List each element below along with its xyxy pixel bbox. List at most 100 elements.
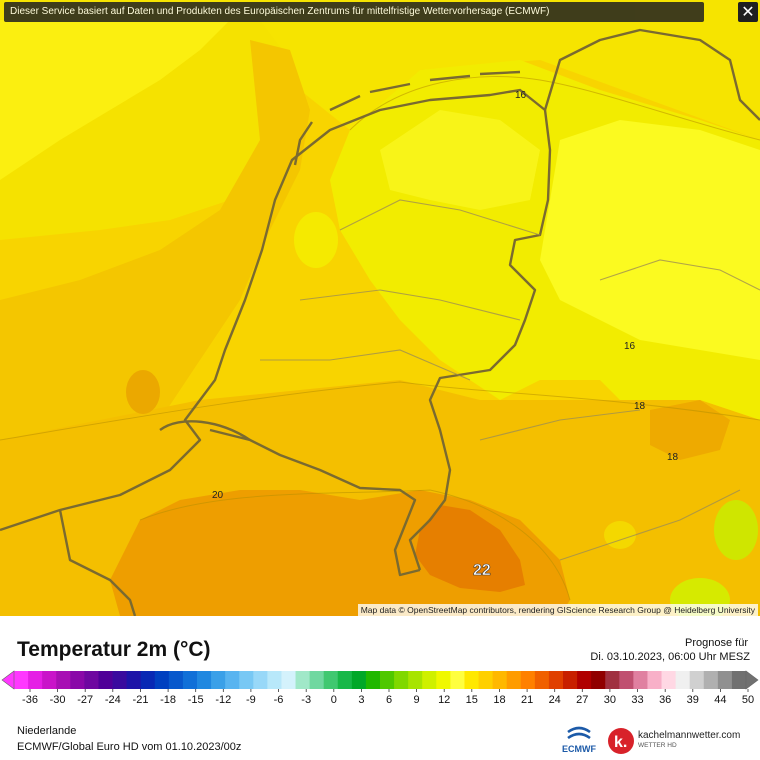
scale-swatch (112, 671, 128, 689)
scale-swatch (70, 671, 85, 689)
scale-swatch (605, 671, 620, 689)
scale-swatch (534, 671, 550, 689)
scale-tick-label: -6 (274, 694, 284, 706)
contour-label-20-west: 20 (212, 490, 224, 501)
scale-swatch (98, 671, 113, 689)
scale-tick-label: -36 (22, 694, 38, 706)
coastline-borders (0, 28, 760, 616)
scale-swatch (619, 671, 634, 689)
ecmwf-logo-icon (567, 726, 591, 740)
scale-swatch (675, 671, 691, 689)
scale-swatch (140, 671, 156, 689)
frisian-islands (329, 70, 521, 112)
scale-swatch (309, 671, 325, 689)
scale-swatch (394, 671, 409, 689)
scale-tick-label: 9 (414, 694, 420, 706)
scale-tick-label: 21 (521, 694, 533, 706)
contour-label-16-east: 16 (624, 341, 636, 352)
kachelmann-logo-icon: k. (608, 728, 634, 754)
temp-zone-north-sea-yellow (0, 0, 760, 140)
scale-tick-label: -27 (77, 694, 93, 706)
kachelmann-logo: k. kachelmannwetter.com WETTER HD (606, 726, 756, 756)
scale-swatch (337, 671, 353, 689)
scale-tick-label: -30 (50, 694, 66, 706)
scale-swatch (126, 671, 142, 689)
isotherm-lines (0, 76, 760, 601)
scale-swatch (633, 671, 648, 689)
frisian-island-texel (293, 121, 313, 166)
scale-tick-label: -3 (301, 694, 311, 706)
forecast-time: Di. 03.10.2023, 06:00 Uhr MESZ (590, 651, 750, 663)
scale-swatch (267, 671, 282, 689)
ecmwf-notice-banner: Dieser Service basiert auf Daten und Pro… (4, 2, 704, 22)
contour-label-16-north: 16 (515, 90, 527, 101)
scale-swatch (182, 671, 198, 689)
max-temperature-value: 22 (473, 562, 491, 579)
color-scale-ticks: -36 -30 -27 -24 -21 -18 -15 -12 -9 -6 -3 0 3 6 9 12 15 18… (22, 689, 754, 706)
scale-swatch (478, 671, 494, 689)
scale-swatch (520, 671, 536, 689)
scale-tick-label: -15 (188, 694, 204, 706)
scale-tick-label: -9 (246, 694, 256, 706)
legend-title: Temperatur 2m (°C) (17, 638, 211, 661)
scale-tick-label: 50 (742, 694, 754, 706)
model-run-info: ECMWF/Global Euro HD vom 01.10.2023/00z (17, 741, 242, 753)
temp-zone-lime-spot-1 (714, 500, 758, 560)
temp-zone-yellow-spot (604, 521, 636, 549)
scale-tick-label: 39 (687, 694, 699, 706)
scale-swatch (323, 671, 339, 689)
scale-tick-label: -12 (215, 694, 231, 706)
scale-swatch (703, 671, 719, 689)
scale-swatch (168, 671, 184, 689)
ecmwf-logo-text: ECMWF (562, 744, 596, 754)
scale-swatch (56, 671, 71, 689)
contour-label-18-east: 18 (634, 401, 646, 412)
scale-swatch (717, 671, 733, 689)
scale-tick-label: 0 (331, 694, 337, 706)
scale-swatch (464, 671, 479, 689)
scale-swatch (253, 671, 268, 689)
scale-tick-label: 3 (358, 694, 364, 706)
scale-tick-label: 30 (604, 694, 616, 706)
scale-tick-label: 36 (659, 694, 671, 706)
scale-swatch (295, 671, 311, 689)
temp-zone-noord-holland-yellow (294, 212, 338, 268)
scale-arrow-right (745, 670, 759, 690)
kachelmann-logo-subtext: WETTER HD (638, 742, 677, 749)
scale-swatch (380, 671, 395, 689)
scale-tick-label: 15 (466, 694, 478, 706)
scale-swatch (14, 671, 29, 689)
scale-tick-label: -18 (160, 694, 176, 706)
temp-zone-northeast-bright (540, 120, 760, 360)
scale-swatch (365, 671, 381, 689)
scale-swatch (689, 671, 705, 689)
scale-swatch (197, 671, 212, 689)
temperature-color-scale: -36 -30 -27 -24 -21 -18 -15 -12 -9 -6 -3 0 3 6 9 12 15 18… (1, 670, 759, 706)
scale-swatch (548, 671, 564, 689)
border-west (58, 509, 137, 616)
forecast-label: Prognose für (685, 637, 748, 649)
scale-swatch (661, 671, 677, 689)
temperature-map[interactable]: 16 16 18 18 20 22 (0, 0, 760, 616)
map-attribution: Map data © OpenStreetMap contributors, r… (357, 604, 758, 616)
color-scale-swatches (14, 671, 747, 689)
scale-tick-label: 6 (386, 694, 392, 706)
border-germany-east (543, 28, 760, 121)
border-belgium-germany (209, 428, 421, 577)
coastline-netherlands (0, 88, 552, 571)
contour-label-18-southeast: 18 (667, 452, 679, 463)
close-button[interactable]: ✕ (738, 2, 758, 22)
scale-swatch (84, 671, 99, 689)
temp-zone-sea-gold (0, 40, 310, 520)
temp-zone-northwest-light (0, 20, 230, 180)
scale-swatch (239, 671, 254, 689)
scale-swatch (577, 671, 592, 689)
scale-tick-label: -21 (133, 694, 149, 706)
temp-zone-east-orange (650, 400, 730, 460)
scale-swatch (351, 671, 367, 689)
scale-swatch (506, 671, 522, 689)
scale-swatch (731, 671, 747, 689)
map-panel[interactable]: 16 16 18 18 20 22 Dieser Service basiert… (0, 0, 760, 616)
scale-swatch (281, 671, 296, 689)
scale-swatch (436, 671, 451, 689)
